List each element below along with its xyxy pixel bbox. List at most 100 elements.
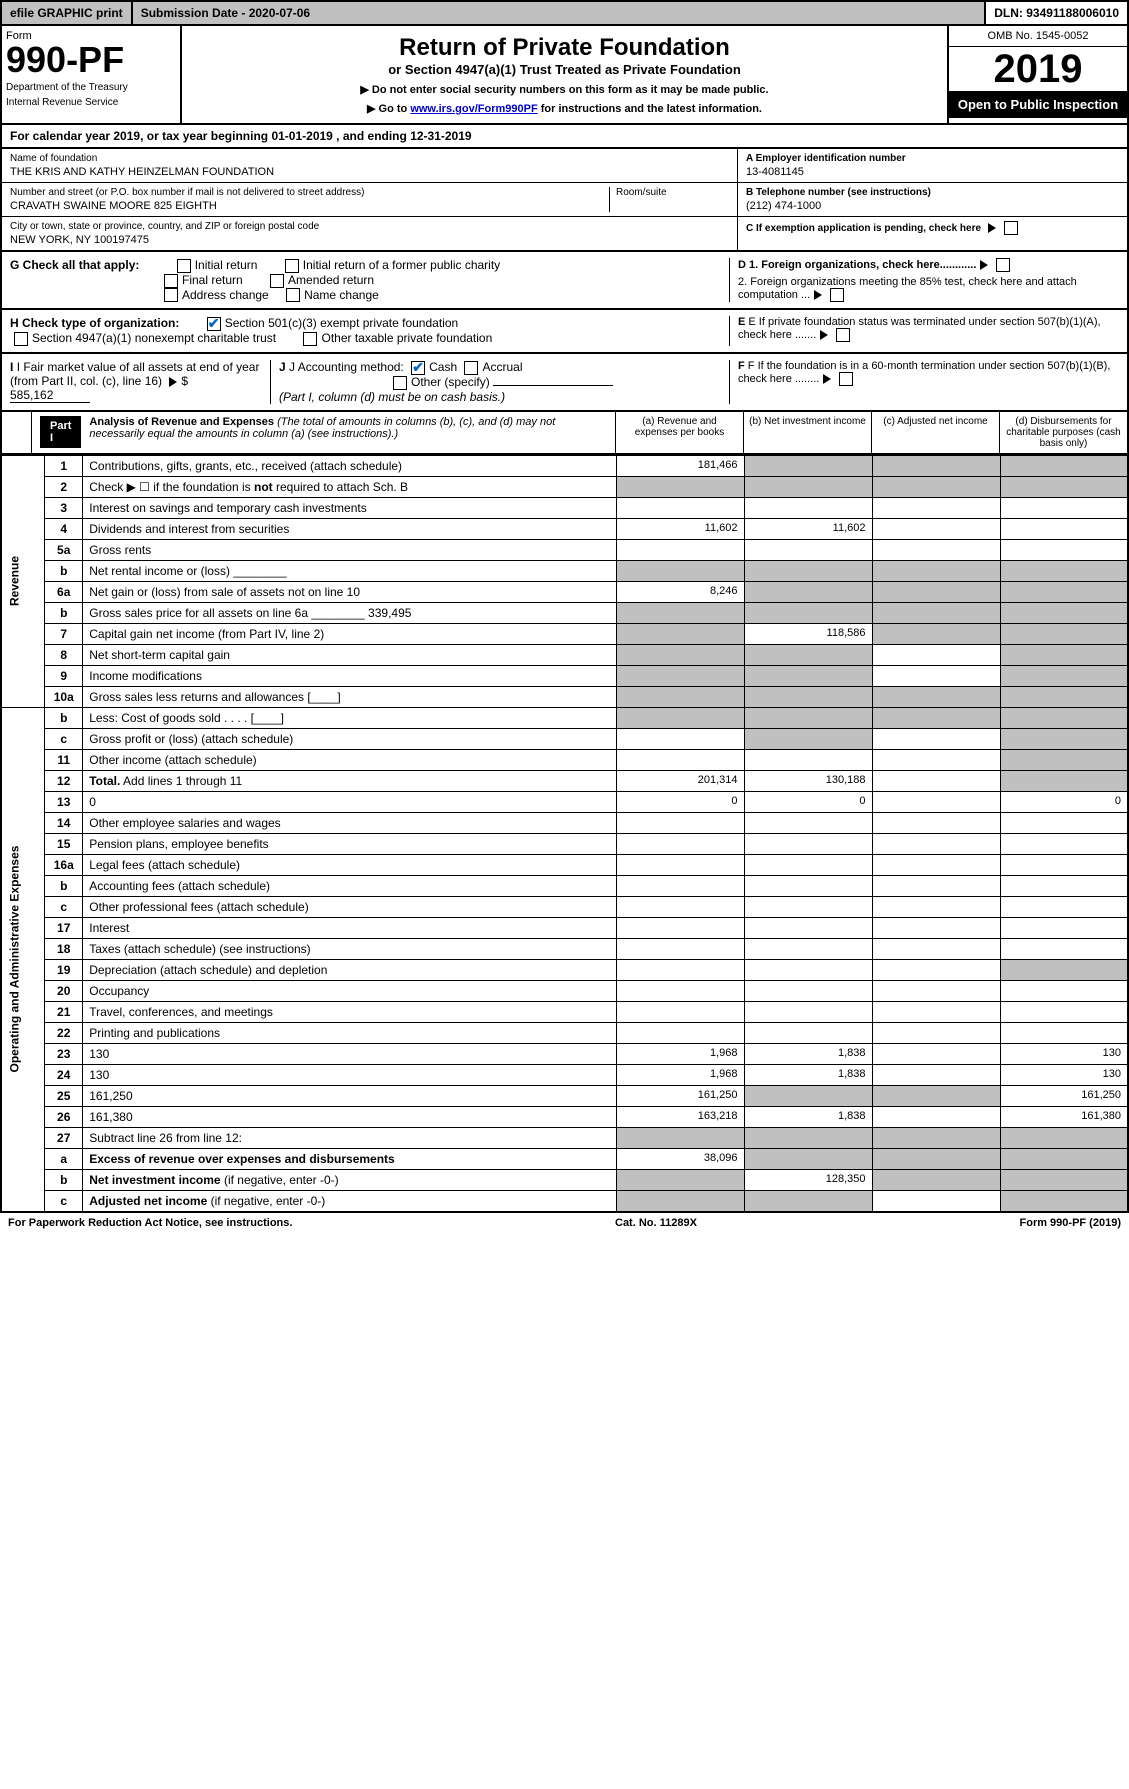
paperwork-notice: For Paperwork Reduction Act Notice, see … [8, 1217, 292, 1229]
col-c-value [872, 1085, 1000, 1106]
501c3-checkbox[interactable] [207, 317, 221, 331]
initial-former-checkbox[interactable] [285, 259, 299, 273]
d1-label: D 1. Foreign organizations, check here..… [738, 259, 976, 271]
d2-label: 2. Foreign organizations meeting the 85%… [738, 276, 1077, 301]
check-section-g: G Check all that apply: Initial return I… [0, 252, 1129, 310]
col-d-value [1000, 665, 1128, 686]
table-row: 18Taxes (attach schedule) (see instructi… [1, 938, 1128, 959]
col-c-value [872, 455, 1000, 476]
col-d-value [1000, 497, 1128, 518]
line-desc: Gross rents [83, 539, 616, 560]
table-row: bAccounting fees (attach schedule) [1, 875, 1128, 896]
ssn-note: ▶ Do not enter social security numbers o… [190, 83, 939, 96]
irs-link[interactable]: www.irs.gov/Form990PF [410, 103, 537, 115]
col-d-value [1000, 938, 1128, 959]
foreign-85-checkbox[interactable] [830, 288, 844, 302]
col-d-value [1000, 833, 1128, 854]
col-b-value [744, 476, 872, 497]
line-desc: Check ▶ ☐ if the foundation is not requi… [83, 476, 616, 497]
col-c-value [872, 686, 1000, 707]
line-desc: Interest [83, 917, 616, 938]
h-label: H Check type of organization: [10, 316, 179, 330]
table-row: 11Other income (attach schedule) [1, 749, 1128, 770]
col-b-header: (b) Net investment income [743, 412, 871, 453]
arrow-icon [169, 377, 177, 387]
line-desc: Other income (attach schedule) [83, 749, 616, 770]
line-desc: 161,380 [83, 1106, 616, 1127]
line-desc: Accounting fees (attach schedule) [83, 875, 616, 896]
col-c-value [872, 959, 1000, 980]
table-row: Operating and Administrative ExpensesbLe… [1, 707, 1128, 728]
efile-label[interactable]: efile GRAPHIC print [2, 2, 133, 24]
line-desc: Printing and publications [83, 1022, 616, 1043]
col-d-value [1000, 854, 1128, 875]
col-d-value [1000, 1022, 1128, 1043]
phone-value: (212) 474-1000 [746, 200, 1119, 212]
line-number: 4 [45, 518, 83, 539]
col-a-value: 1,968 [616, 1043, 744, 1064]
60month-checkbox[interactable] [839, 372, 853, 386]
table-row: 21Travel, conferences, and meetings [1, 1001, 1128, 1022]
table-row: cAdjusted net income (if negative, enter… [1, 1190, 1128, 1212]
col-d-value [1000, 1127, 1128, 1148]
line-number: 24 [45, 1064, 83, 1085]
accrual-checkbox[interactable] [464, 361, 478, 375]
col-b-value [744, 812, 872, 833]
col-a-value [616, 917, 744, 938]
dept-irs: Internal Revenue Service [6, 97, 176, 108]
col-d-value [1000, 1001, 1128, 1022]
col-c-value [872, 791, 1000, 812]
arrow-icon [988, 223, 996, 233]
line-number: 10a [45, 686, 83, 707]
revenue-label: Revenue [1, 455, 45, 707]
line-number: 1 [45, 455, 83, 476]
col-c-value [872, 644, 1000, 665]
line-desc: Subtract line 26 from line 12: [83, 1127, 616, 1148]
dln: DLN: 93491188006010 [986, 2, 1127, 24]
line-number: 22 [45, 1022, 83, 1043]
header-right: OMB No. 1545-0052 2019 Open to Public In… [947, 26, 1127, 123]
line-desc: Total. Add lines 1 through 11 [83, 770, 616, 791]
col-a-value [616, 959, 744, 980]
line-desc: Adjusted net income (if negative, enter … [83, 1190, 616, 1212]
table-row: cGross profit or (loss) (attach schedule… [1, 728, 1128, 749]
col-b-value [744, 686, 872, 707]
line-desc: Dividends and interest from securities [83, 518, 616, 539]
room-label: Room/suite [616, 187, 729, 198]
table-row: 231301,9681,838130 [1, 1043, 1128, 1064]
col-d-value: 130 [1000, 1064, 1128, 1085]
col-c-value [872, 1106, 1000, 1127]
col-b-value [744, 938, 872, 959]
col-a-value: 201,314 [616, 770, 744, 791]
4947-checkbox[interactable] [14, 332, 28, 346]
col-a-value [616, 707, 744, 728]
name-change-checkbox[interactable] [286, 288, 300, 302]
col-d-value [1000, 959, 1128, 980]
line-number: 27 [45, 1127, 83, 1148]
line-number: 19 [45, 959, 83, 980]
col-a-value: 163,218 [616, 1106, 744, 1127]
col-a-value: 11,602 [616, 518, 744, 539]
col-b-value [744, 917, 872, 938]
col-d-value: 130 [1000, 1043, 1128, 1064]
final-return-checkbox[interactable] [164, 274, 178, 288]
calendar-year-row: For calendar year 2019, or tax year begi… [0, 125, 1129, 149]
col-d-value [1000, 686, 1128, 707]
other-taxable-checkbox[interactable] [303, 332, 317, 346]
col-c-value [872, 623, 1000, 644]
cash-checkbox[interactable] [411, 361, 425, 375]
col-b-value [744, 1127, 872, 1148]
other-method-checkbox[interactable] [393, 376, 407, 390]
line-desc: Gross sales price for all assets on line… [83, 602, 616, 623]
line-number: b [45, 560, 83, 581]
col-c-value [872, 1064, 1000, 1085]
address-change-checkbox[interactable] [164, 288, 178, 302]
terminated-checkbox[interactable] [836, 328, 850, 342]
col-d-value: 161,380 [1000, 1106, 1128, 1127]
exemption-checkbox[interactable] [1004, 221, 1018, 235]
amended-checkbox[interactable] [270, 274, 284, 288]
foreign-org-checkbox[interactable] [996, 258, 1010, 272]
initial-return-checkbox[interactable] [177, 259, 191, 273]
col-b-value [744, 560, 872, 581]
col-a-value [616, 602, 744, 623]
